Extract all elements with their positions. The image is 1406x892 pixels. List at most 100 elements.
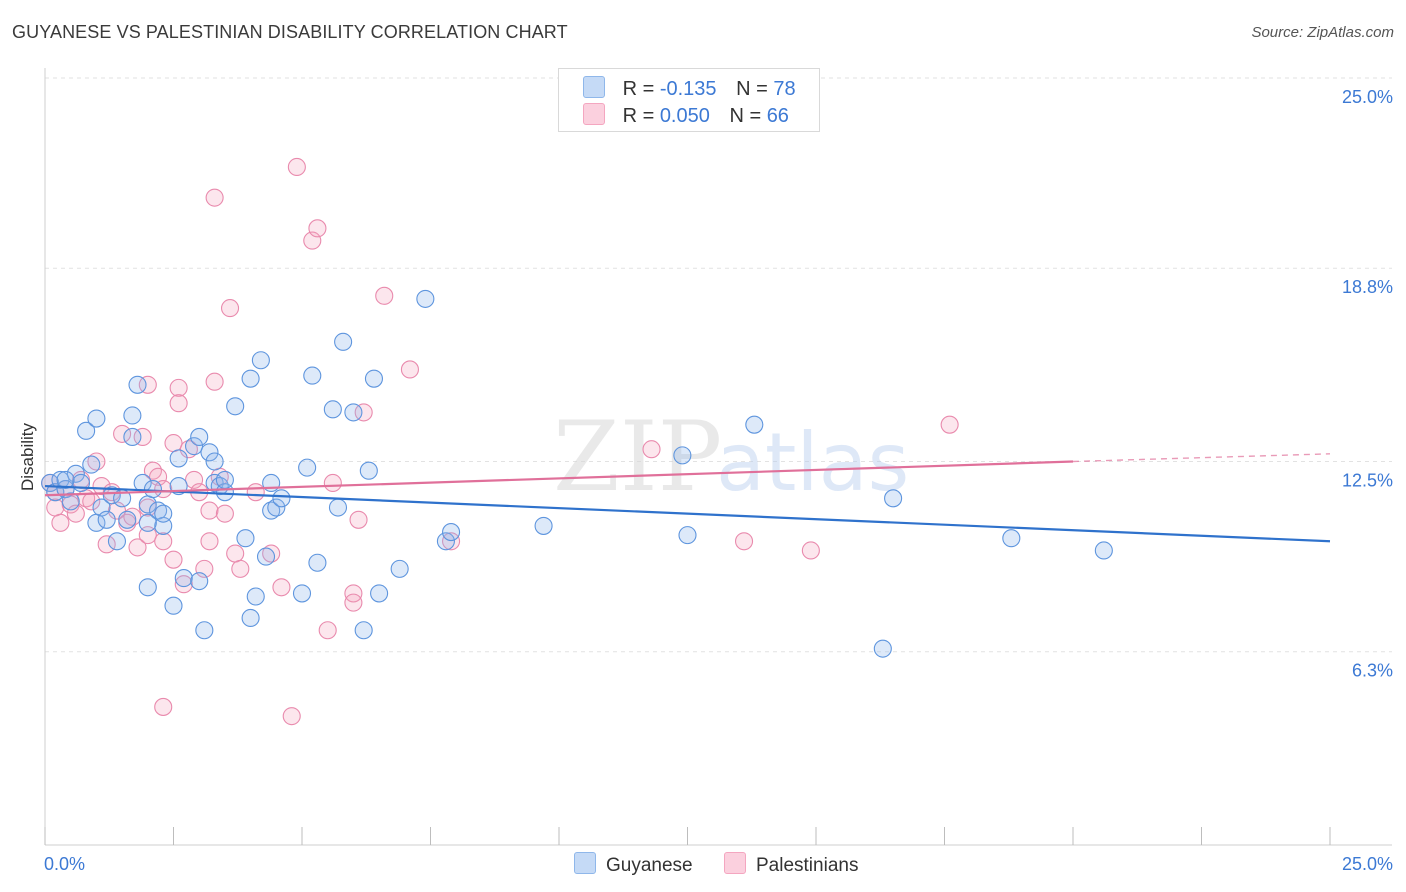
palestinians-point: [128, 538, 147, 557]
guyanese-point: [77, 421, 96, 440]
correlation-legend: R = -0.135 N = 78 R = 0.050 N = 66: [558, 68, 820, 132]
axes: [44, 68, 1392, 846]
source-label: Source: ZipAtlas.com: [1251, 24, 1394, 41]
guyanese-point: [416, 289, 435, 308]
palestinians-point: [344, 584, 363, 603]
guyanese-point: [334, 332, 353, 351]
guyanese-point: [97, 510, 116, 529]
palestinians-point: [400, 360, 419, 379]
guyanese-point: [873, 639, 892, 658]
guyanese-point: [745, 415, 764, 434]
palestinians-point: [51, 513, 70, 532]
guyanese-point: [328, 498, 348, 517]
gridlines: [45, 77, 1392, 653]
guyanese-point: [169, 449, 188, 468]
guyanese-swatch: [583, 76, 605, 98]
guyanese-point: [118, 510, 137, 529]
guyanese-point: [190, 572, 209, 591]
guyanese-point: [138, 578, 157, 597]
guyanese-point: [82, 455, 101, 474]
guyanese-point: [292, 584, 312, 603]
guyanese-point: [436, 532, 455, 551]
palestinians-point: [323, 473, 342, 493]
palestinians-point: [169, 394, 188, 413]
guyanese-point: [241, 369, 260, 388]
guyanese-point: [123, 427, 142, 447]
y-tick-label: 12.5%: [1342, 471, 1393, 491]
palestinians-swatch: [583, 103, 605, 125]
watermark-zip: ZIP: [553, 401, 722, 513]
guyanese-point: [534, 516, 553, 535]
palestinians-point: [349, 510, 368, 529]
palestinians-point: [174, 575, 193, 594]
trend-lines: [44, 453, 1331, 543]
palestinians-point: [642, 440, 661, 459]
legend-n-label: N =: [736, 78, 768, 100]
guyanese-point: [107, 532, 127, 551]
palestinians-point: [282, 707, 301, 726]
palestinians-point: [272, 578, 291, 597]
legend-n-value: 78: [773, 78, 796, 100]
palestinians-point: [154, 697, 173, 716]
palestinians-point: [226, 544, 245, 563]
guyanese-point: [308, 553, 327, 572]
tick-labels: 6.3% 12.5% 18.8% 25.0% 0.0% 25.0%: [44, 87, 1393, 874]
guyanese-point: [256, 547, 276, 566]
guyanese-point: [267, 498, 286, 517]
watermark: ZIP atlas: [553, 401, 909, 513]
palestinians-point: [801, 541, 820, 560]
y-axis-label: Disability: [18, 422, 37, 491]
legend-r-value: -0.135: [659, 78, 717, 100]
guyanese-point: [241, 608, 260, 628]
palestinians-point: [287, 157, 306, 177]
palestinians-point: [344, 593, 363, 612]
guyanese-point: [359, 461, 378, 480]
legend-row-palestinians: R = 0.050 N = 66: [583, 103, 789, 128]
palestinians-trend-extension: [1072, 453, 1331, 463]
guyanese-point: [344, 403, 363, 422]
guyanese-point: [370, 584, 389, 603]
guyanese-legend-swatch: [574, 852, 596, 874]
palestinians-trend-line: [44, 460, 1074, 497]
guyanese-point: [1094, 541, 1113, 560]
guyanese-points: [41, 289, 1113, 658]
legend-row-guyanese: R = -0.135 N = 78: [583, 76, 796, 101]
guyanese-point: [61, 492, 80, 511]
bottom-legend-palestinians[interactable]: Palestinians: [724, 852, 858, 877]
palestinians-point: [442, 532, 461, 551]
palestinians-point: [734, 532, 754, 551]
palestinians-point: [231, 559, 250, 578]
guyanese-point: [251, 351, 270, 370]
guyanese-point: [51, 470, 70, 489]
guyanese-point: [154, 516, 173, 535]
y-tick-label: 6.3%: [1352, 661, 1393, 681]
guyanese-point: [272, 489, 291, 508]
palestinians-point: [200, 532, 219, 551]
palestinians-point: [87, 452, 106, 471]
bottom-legend-guyanese[interactable]: Guyanese: [574, 852, 693, 877]
guyanese-point: [884, 489, 903, 508]
guyanese-point: [164, 596, 183, 615]
palestinians-legend-label: Palestinians: [756, 855, 859, 876]
palestinians-point: [138, 375, 157, 394]
palestinians-point: [46, 498, 65, 517]
palestinians-point: [179, 440, 198, 459]
palestinians-point: [205, 372, 224, 391]
palestinians-point: [246, 483, 265, 502]
guyanese-point: [364, 369, 384, 388]
palestinians-point: [154, 480, 173, 499]
legend-n-label: N =: [729, 105, 762, 127]
palestinians-point: [262, 544, 281, 563]
guyanese-point: [205, 452, 224, 471]
palestinians-point: [138, 526, 157, 545]
guyanese-point: [174, 569, 193, 588]
guyanese-point: [236, 529, 255, 548]
guyanese-point: [215, 470, 234, 489]
guyanese-point: [442, 523, 461, 542]
palestinians-point: [308, 219, 327, 238]
palestinians-point: [133, 427, 152, 447]
palestinians-point: [940, 415, 959, 434]
guyanese-point: [673, 446, 692, 465]
guyanese-point: [298, 458, 317, 477]
guyanese-point: [143, 480, 162, 499]
